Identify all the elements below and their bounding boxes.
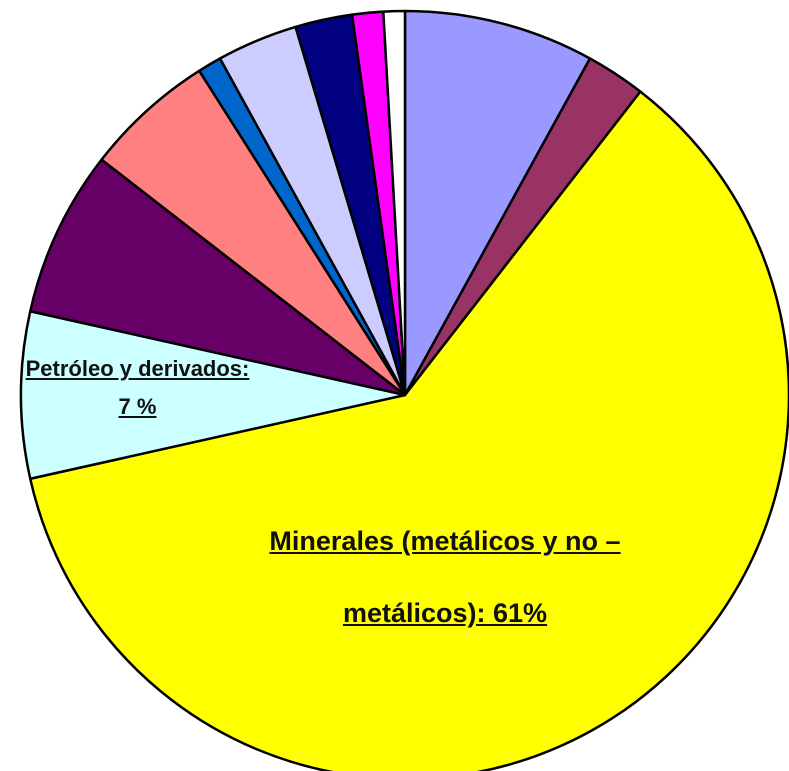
category-label: Petróleo y derivados:: [25, 356, 250, 381]
slice-label: Petróleo y derivados: 7 %: [25, 350, 250, 426]
value-label: 7 %: [118, 394, 157, 419]
pie-slice: [28, 90, 789, 771]
pie-slice: [28, 158, 407, 397]
slice-label: Minerales (metálicos y no – metálicos): …: [255, 505, 635, 649]
pie-slice: [100, 69, 407, 397]
category-label: Minerales (metálicos y no – metálicos):: [269, 526, 621, 628]
pie-slice: [382, 9, 407, 397]
pie-slice: [19, 309, 407, 481]
value-label: 61%: [493, 598, 548, 628]
pie-slice: [403, 9, 592, 397]
